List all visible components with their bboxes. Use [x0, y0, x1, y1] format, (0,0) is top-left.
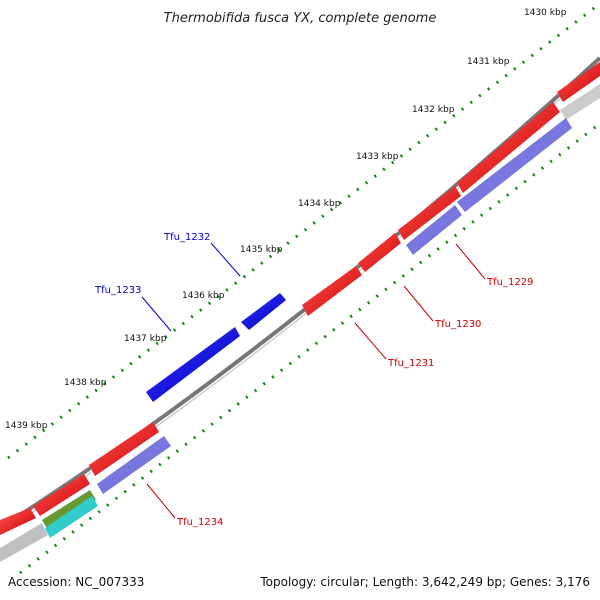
outer-tick-ring: [7, 3, 599, 460]
gene-segment-edge[interactable]: [0, 508, 36, 535]
gene-segment-lower[interactable]: [33, 474, 90, 516]
cds-gray-lower[interactable]: [0, 523, 48, 562]
label-tfu-1233[interactable]: Tfu_1233: [94, 285, 141, 296]
label-tfu-1234[interactable]: Tfu_1234: [176, 517, 223, 528]
reverse-genes: [0, 62, 600, 535]
outer-tick-dots: [7, 3, 599, 460]
backbone-line-outer: [0, 56, 600, 530]
label-tfu-1232[interactable]: Tfu_1232: [163, 232, 210, 243]
gene-tfu-1233[interactable]: [146, 327, 240, 402]
forward-genes: [146, 293, 286, 402]
tick-label-1430: 1430 kbp: [524, 8, 567, 18]
gene-tfu-1232[interactable]: [241, 293, 286, 330]
leader-tfu-1233: [141, 296, 172, 332]
gene-labels: Tfu_1232 Tfu_1233 Tfu_1229 Tfu_1230 Tfu_…: [94, 232, 533, 528]
backbone: [0, 56, 600, 534]
leader-tfu-1230: [403, 285, 434, 322]
tick-labels: 1430 kbp 1431 kbp 1432 kbp 1433 kbp 1434…: [5, 8, 567, 431]
tick-label-1434: 1434 kbp: [298, 199, 341, 209]
tick-label-1436: 1436 kbp: [182, 291, 225, 301]
label-tfu-1229[interactable]: Tfu_1229: [486, 277, 533, 288]
tick-label-1432: 1432 kbp: [412, 105, 455, 115]
gene-tfu-1230b[interactable]: [358, 233, 401, 272]
cds-tfu-1234[interactable]: [97, 436, 171, 494]
gene-tfu-1234[interactable]: [89, 422, 159, 476]
tick-label-1437: 1437 kbp: [124, 334, 167, 344]
genome-summary-text: Topology: circular; Length: 3,642,249 bp…: [259, 575, 590, 589]
accession-text: Accession: NC_007333: [8, 575, 144, 589]
leader-tfu-1229: [455, 243, 486, 280]
tick-label-1439: 1439 kbp: [5, 421, 48, 431]
gene-segment-top[interactable]: [557, 62, 600, 102]
label-leaders: [141, 242, 486, 519]
label-tfu-1230[interactable]: Tfu_1230: [434, 319, 481, 330]
inner-tick-dots: [19, 123, 599, 575]
cds-tfu-1229[interactable]: [457, 118, 572, 212]
leader-tfu-1231: [354, 322, 387, 360]
cds-gray-top[interactable]: [560, 84, 600, 120]
tick-label-1435: 1435 kbp: [240, 245, 283, 255]
backbone-line-inner: [0, 62, 600, 534]
cds-olive-segment[interactable]: [42, 490, 96, 530]
tick-label-1431: 1431 kbp: [467, 57, 510, 67]
leader-tfu-1232: [210, 242, 241, 277]
leader-tfu-1234: [146, 483, 176, 519]
cds-tfu-1230[interactable]: [406, 205, 462, 255]
tick-label-1438: 1438 kbp: [64, 378, 107, 388]
label-tfu-1231[interactable]: Tfu_1231: [387, 358, 434, 369]
map-title: Thermobifida fusca YX, complete genome: [164, 11, 437, 26]
cds-track: [0, 84, 600, 562]
inner-tick-ring: [19, 123, 599, 575]
gene-tfu-1230[interactable]: [398, 186, 461, 240]
gene-tfu-1231[interactable]: [302, 266, 362, 316]
gene-tfu-1229[interactable]: [457, 102, 560, 193]
cds-cyan-segment[interactable]: [45, 496, 98, 538]
tick-label-1433: 1433 kbp: [356, 152, 399, 162]
